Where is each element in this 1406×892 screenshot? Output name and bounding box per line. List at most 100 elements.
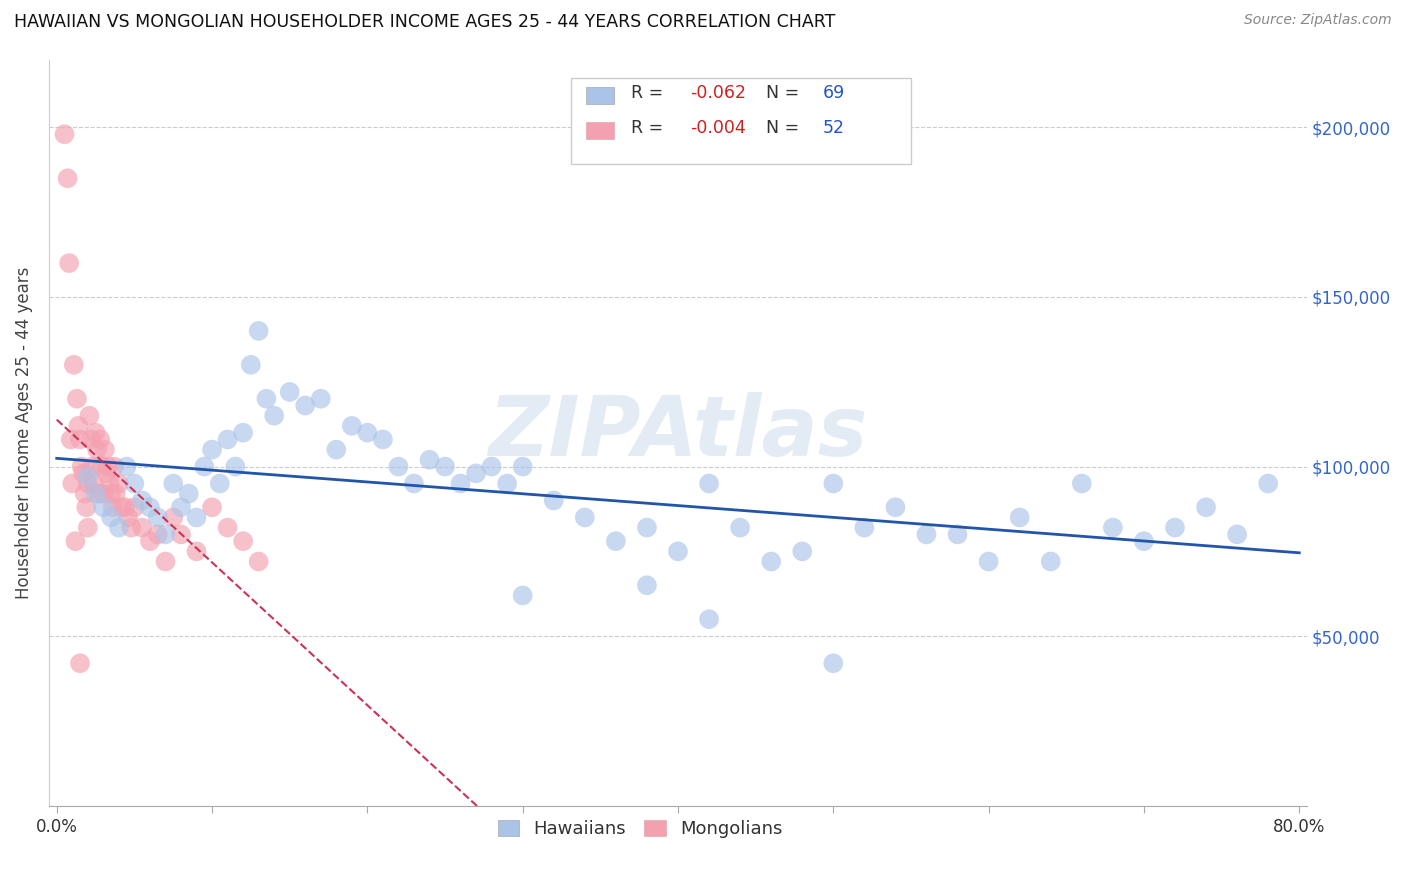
- Point: [512, 459, 534, 474]
- Point: [101, 500, 124, 515]
- Point: [823, 476, 845, 491]
- Point: [76, 520, 98, 534]
- Point: [1039, 555, 1062, 569]
- Text: 69: 69: [823, 84, 845, 103]
- Point: [75, 500, 97, 515]
- Point: [155, 555, 177, 569]
- Point: [1257, 476, 1279, 491]
- Point: [946, 527, 969, 541]
- Point: [94, 442, 117, 457]
- Point: [100, 510, 122, 524]
- Point: [89, 433, 111, 447]
- Point: [91, 500, 114, 515]
- Point: [170, 500, 193, 515]
- Point: [139, 534, 162, 549]
- Point: [146, 527, 169, 541]
- Point: [100, 486, 122, 500]
- Point: [120, 520, 142, 534]
- Point: [66, 392, 89, 406]
- Point: [402, 476, 425, 491]
- Legend: Hawaiians, Mongolians: Hawaiians, Mongolians: [491, 813, 790, 846]
- Point: [186, 544, 208, 558]
- Point: [232, 425, 254, 440]
- Text: ZIPAtlas: ZIPAtlas: [488, 392, 868, 473]
- Point: [325, 442, 347, 457]
- Point: [117, 510, 139, 524]
- Point: [70, 459, 93, 474]
- Point: [232, 534, 254, 549]
- Point: [792, 544, 814, 558]
- Point: [114, 500, 136, 515]
- Point: [823, 657, 845, 671]
- Point: [104, 486, 127, 500]
- Point: [1195, 500, 1218, 515]
- Point: [1070, 476, 1092, 491]
- Point: [111, 500, 134, 515]
- Point: [371, 433, 394, 447]
- Point: [247, 324, 270, 338]
- Point: [1133, 534, 1156, 549]
- Point: [139, 500, 162, 515]
- Point: [247, 555, 270, 569]
- Point: [697, 476, 720, 491]
- Point: [124, 476, 146, 491]
- Point: [90, 459, 112, 474]
- Point: [87, 486, 110, 500]
- Point: [162, 510, 184, 524]
- Point: [80, 433, 103, 447]
- Point: [86, 442, 108, 457]
- Point: [224, 459, 246, 474]
- Point: [69, 657, 91, 671]
- Text: -0.004: -0.004: [690, 120, 747, 137]
- Point: [58, 256, 80, 270]
- Point: [84, 486, 107, 500]
- Point: [67, 418, 90, 433]
- Point: [124, 500, 146, 515]
- Point: [201, 442, 224, 457]
- Point: [56, 171, 79, 186]
- Point: [63, 358, 86, 372]
- FancyBboxPatch shape: [571, 78, 911, 164]
- Point: [208, 476, 231, 491]
- Point: [309, 392, 332, 406]
- Point: [1008, 510, 1031, 524]
- Point: [263, 409, 285, 423]
- Point: [294, 399, 316, 413]
- Point: [977, 555, 1000, 569]
- Text: -0.062: -0.062: [690, 84, 747, 103]
- Text: R =: R =: [631, 84, 669, 103]
- Point: [65, 534, 87, 549]
- Point: [605, 534, 627, 549]
- Point: [103, 459, 125, 474]
- Point: [496, 476, 519, 491]
- Point: [131, 520, 153, 534]
- Point: [512, 589, 534, 603]
- Point: [170, 527, 193, 541]
- Y-axis label: Householder Income Ages 25 - 44 years: Householder Income Ages 25 - 44 years: [15, 267, 32, 599]
- Point: [72, 467, 94, 481]
- Point: [98, 476, 121, 491]
- Point: [1164, 520, 1187, 534]
- Text: HAWAIIAN VS MONGOLIAN HOUSEHOLDER INCOME AGES 25 - 44 YEARS CORRELATION CHART: HAWAIIAN VS MONGOLIAN HOUSEHOLDER INCOME…: [14, 13, 835, 31]
- Point: [186, 510, 208, 524]
- Point: [574, 510, 596, 524]
- Point: [387, 459, 409, 474]
- Point: [356, 425, 378, 440]
- Point: [636, 578, 658, 592]
- Point: [69, 433, 91, 447]
- Point: [636, 520, 658, 534]
- Point: [155, 527, 177, 541]
- Point: [84, 425, 107, 440]
- Text: N =: N =: [766, 84, 804, 103]
- Point: [697, 612, 720, 626]
- Point: [217, 520, 239, 534]
- Point: [465, 467, 488, 481]
- Point: [217, 433, 239, 447]
- Point: [146, 510, 169, 524]
- Point: [82, 459, 104, 474]
- Text: N =: N =: [766, 120, 804, 137]
- Point: [59, 433, 82, 447]
- Point: [83, 476, 105, 491]
- Text: 52: 52: [823, 120, 845, 137]
- Point: [115, 459, 138, 474]
